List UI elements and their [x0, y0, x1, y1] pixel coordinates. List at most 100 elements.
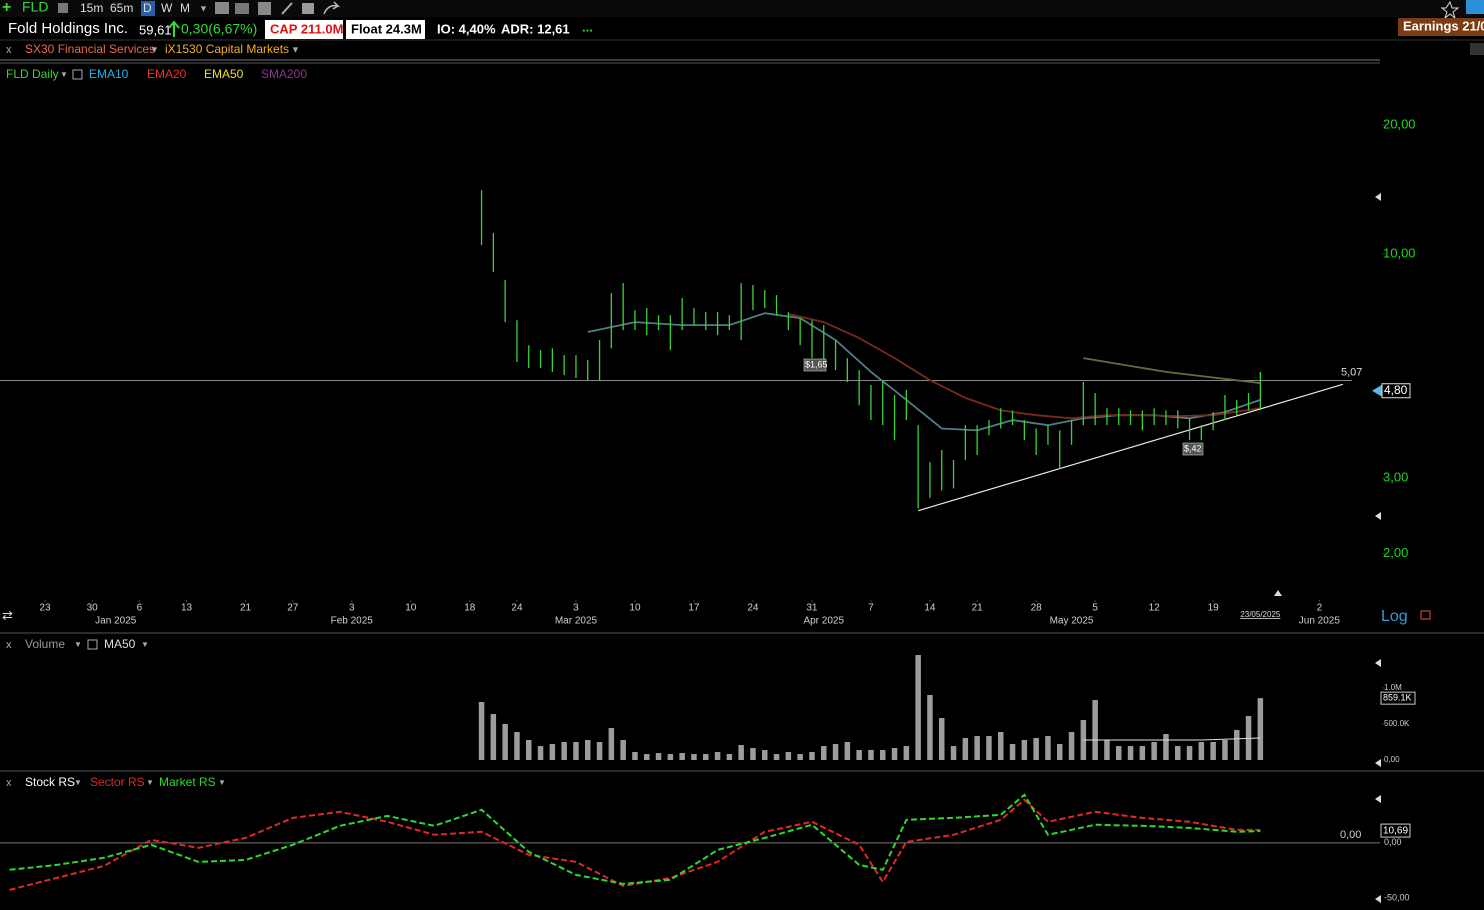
volume-bar	[1198, 742, 1205, 760]
legend-entry[interactable]: EMA20	[147, 67, 187, 81]
volume-bar	[537, 746, 544, 760]
x-tick-label: 3	[349, 603, 355, 614]
pane-title: Volume	[25, 637, 65, 651]
x-tick-label: 5	[1092, 603, 1098, 614]
industry[interactable]: iX1530 Capital Markets	[165, 42, 289, 56]
x-tick-label: 21	[240, 603, 252, 614]
up-arrow	[168, 20, 180, 37]
icon[interactable]	[235, 3, 249, 14]
volume-bar	[526, 739, 532, 760]
x-tick-label: 19	[1208, 603, 1220, 614]
volume-bar	[561, 742, 567, 760]
volume-bar	[1092, 700, 1098, 760]
annotation-flag	[1182, 442, 1204, 456]
legend-entry[interactable]: SMA200	[261, 67, 307, 81]
icon[interactable]	[215, 2, 229, 14]
indicator-icon[interactable]	[87, 639, 98, 650]
legend-entry[interactable]: Stock RS	[25, 775, 75, 789]
close-button[interactable]: x	[6, 777, 12, 789]
add-icon[interactable]: +	[2, 0, 11, 16]
more[interactable]: ...	[582, 19, 593, 34]
legend-entry[interactable]: Sector RS	[90, 775, 145, 789]
volume-bar	[962, 737, 969, 760]
timeframe[interactable]: W	[161, 1, 173, 15]
icon[interactable]	[258, 2, 271, 15]
volume-bar	[939, 718, 945, 760]
volume-bar	[478, 701, 485, 760]
volume-bar	[785, 752, 792, 760]
volume-bar	[998, 731, 1004, 760]
scroll-markers	[1274, 193, 1381, 903]
dropdown-icon[interactable]: ▼	[60, 70, 68, 79]
volume-bar	[1009, 744, 1016, 760]
volume-bar	[1163, 734, 1169, 760]
x-tick-label: 13	[181, 603, 193, 614]
volume-bar	[950, 746, 957, 760]
last-rs-box	[1380, 823, 1411, 838]
icon[interactable]	[1466, 0, 1484, 14]
x-tick-label: 21	[972, 603, 984, 614]
dropdown-icon[interactable]: ▼	[74, 778, 82, 787]
month-label: Apr 2025	[803, 616, 844, 627]
last-volume-label: 859.1K	[1383, 693, 1412, 703]
last-price-label: 4,80	[1384, 383, 1408, 397]
volume-bar	[549, 744, 556, 760]
rs-line	[9, 798, 1261, 891]
dropdown-icon[interactable]: ▼	[291, 44, 300, 54]
dropdown-icon[interactable]: ▼	[199, 3, 208, 13]
indicator-icon[interactable]	[72, 69, 83, 80]
market-cap: CAP 211.0M	[270, 21, 343, 36]
moving-average	[1083, 357, 1261, 384]
dropdown-icon[interactable]: ▼	[146, 778, 154, 787]
volume-bar	[620, 739, 626, 760]
company-name: Fold Holdings Inc.	[8, 20, 128, 37]
icon[interactable]	[281, 2, 293, 15]
scale-toggle[interactable]: Log	[1381, 608, 1408, 625]
close-button[interactable]: x	[6, 44, 12, 56]
x-tick-label: 30	[87, 603, 99, 614]
symbol[interactable]: FLD	[22, 0, 48, 15]
dropdown-icon[interactable]: ▼	[141, 640, 149, 649]
month-label: Mar 2025	[555, 616, 598, 627]
volume-bar	[679, 753, 685, 760]
legend-entry[interactable]: MA50	[104, 637, 136, 651]
timeframe[interactable]: D	[143, 1, 152, 15]
y-tick-label: 10,00	[1383, 246, 1416, 261]
lock-icon[interactable]	[1420, 610, 1431, 620]
scroll-icon[interactable]: ⇄	[2, 607, 13, 622]
legend-entry[interactable]: EMA50	[204, 67, 244, 81]
x-tick-label: 24	[747, 603, 759, 614]
y-tick-label: -50,00	[1384, 892, 1410, 902]
x-tick-label: 31	[806, 603, 818, 614]
icon[interactable]	[323, 1, 341, 15]
float-box	[346, 20, 425, 39]
x-tick-label: 23	[39, 603, 51, 614]
volume-bar	[667, 754, 674, 760]
annotation-flag	[803, 358, 827, 372]
volume-bar	[1151, 742, 1157, 760]
sector[interactable]: SX30 Financial Services	[25, 42, 155, 56]
volume-bar	[1068, 731, 1075, 760]
legend-entry[interactable]: Market RS	[159, 775, 216, 789]
volume-bar	[1233, 729, 1240, 760]
month-label: Jan 2025	[95, 616, 137, 627]
timeframe[interactable]: 15m	[80, 1, 103, 15]
dropdown-icon[interactable]: ▼	[74, 640, 82, 649]
dropdown-icon[interactable]: ▼	[218, 778, 226, 787]
icon[interactable]	[1470, 43, 1484, 55]
close-button[interactable]: x	[6, 639, 12, 651]
timeframe[interactable]: 65m	[110, 1, 133, 15]
volume-bar	[738, 745, 744, 760]
volume-bar	[644, 754, 650, 760]
last-volume-box	[1380, 691, 1416, 705]
icon[interactable]	[58, 3, 68, 13]
volume-bar	[1127, 746, 1134, 760]
volume-bar	[1104, 739, 1110, 760]
legend-entry[interactable]: EMA10	[89, 67, 129, 81]
dropdown-icon[interactable]: ▼	[150, 44, 159, 54]
icon[interactable]	[302, 3, 314, 14]
timeframes: 15m 65m D W M ▼	[80, 1, 208, 16]
timeframe[interactable]: M	[180, 1, 190, 15]
annotation: $,42	[1184, 443, 1202, 453]
y-tick-label: 0,00	[1384, 837, 1402, 847]
